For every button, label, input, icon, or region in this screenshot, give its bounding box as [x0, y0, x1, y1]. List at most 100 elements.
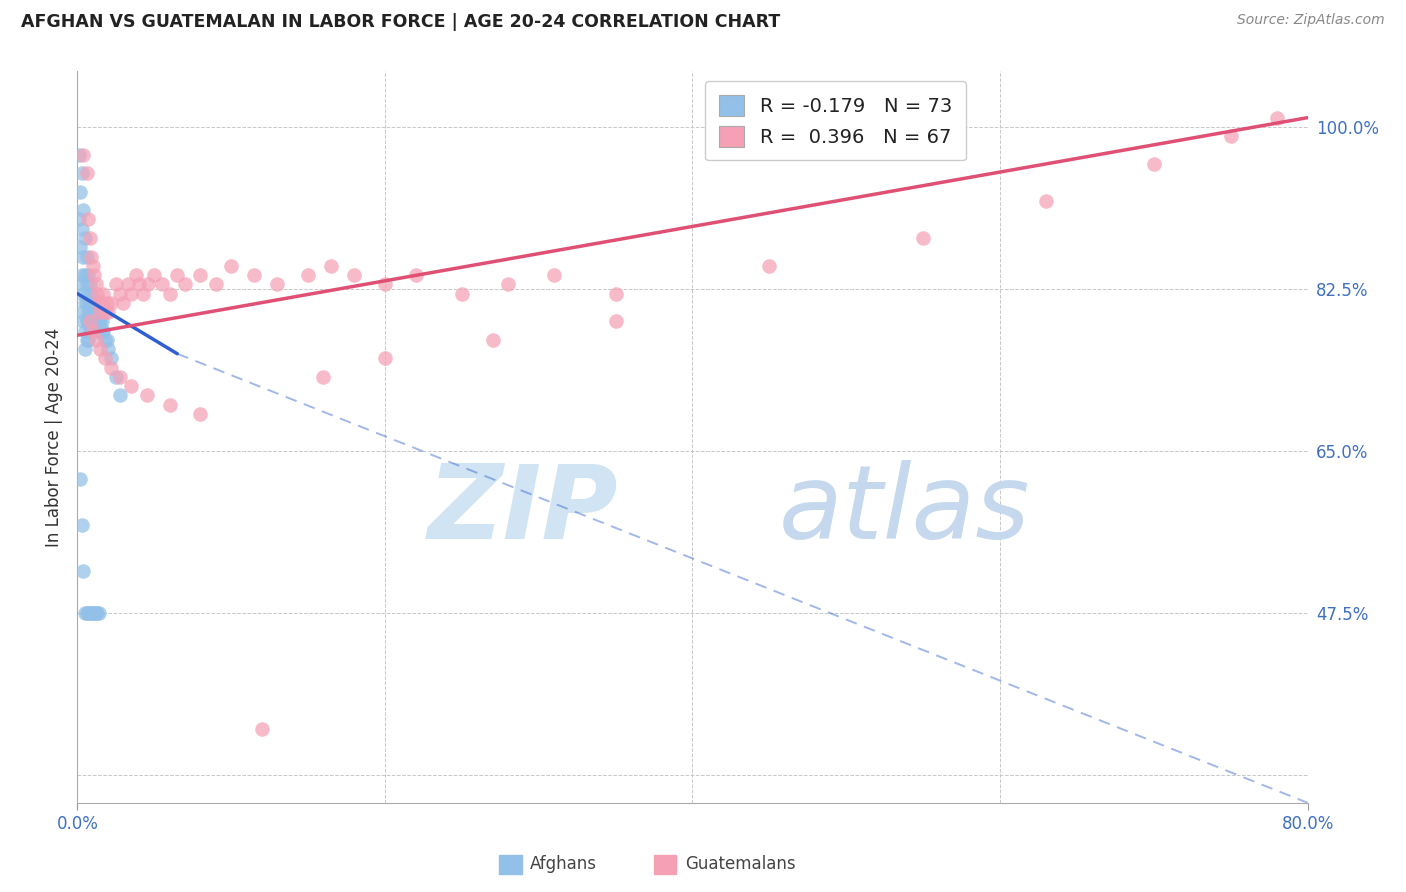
Text: AFGHAN VS GUATEMALAN IN LABOR FORCE | AGE 20-24 CORRELATION CHART: AFGHAN VS GUATEMALAN IN LABOR FORCE | AG…	[21, 13, 780, 31]
Point	[80, 250, 103, 264]
Point	[250, 722, 273, 736]
Point	[135, 388, 157, 402]
Point	[110, 370, 132, 384]
Point	[72, 314, 94, 328]
Point	[159, 398, 181, 412]
Point	[77, 314, 100, 328]
Text: Afghans: Afghans	[530, 855, 598, 873]
Point	[90, 314, 114, 328]
Point	[76, 333, 98, 347]
Point	[319, 259, 342, 273]
Point	[76, 277, 98, 292]
Point	[67, 147, 90, 161]
Point	[87, 314, 110, 328]
Point	[343, 268, 366, 282]
Point	[1035, 194, 1057, 208]
Point	[136, 277, 159, 292]
Text: Guatemalans: Guatemalans	[685, 855, 796, 873]
Point	[73, 324, 96, 338]
Point	[150, 277, 173, 292]
Point	[83, 324, 105, 338]
Point	[374, 351, 396, 366]
Point	[110, 388, 132, 402]
Point	[450, 286, 472, 301]
Point	[104, 277, 127, 292]
Point	[90, 324, 114, 338]
Point	[97, 342, 120, 356]
Point	[1265, 111, 1288, 125]
Point	[405, 268, 427, 282]
Point	[79, 314, 101, 328]
Point	[84, 606, 107, 620]
Point	[76, 606, 98, 620]
Point	[83, 606, 105, 620]
Point	[72, 203, 94, 218]
Point	[70, 221, 93, 235]
Point	[266, 277, 288, 292]
Point	[89, 324, 111, 338]
Point	[204, 277, 226, 292]
Point	[96, 295, 118, 310]
Text: Source: ZipAtlas.com: Source: ZipAtlas.com	[1237, 13, 1385, 28]
Point	[297, 268, 319, 282]
Point	[72, 565, 94, 579]
Point	[69, 472, 91, 486]
Point	[80, 314, 103, 328]
Point	[87, 324, 110, 338]
Point	[543, 268, 565, 282]
Point	[79, 324, 101, 338]
Point	[70, 166, 93, 180]
Point	[69, 185, 91, 199]
Point	[67, 212, 90, 227]
Point	[188, 268, 212, 282]
Point	[312, 370, 335, 384]
Point	[605, 286, 627, 301]
Point	[89, 305, 111, 319]
Point	[82, 314, 104, 328]
Point	[77, 606, 100, 620]
Point	[605, 314, 627, 328]
Point	[90, 295, 114, 310]
Point	[73, 295, 96, 310]
Y-axis label: In Labor Force | Age 20-24: In Labor Force | Age 20-24	[45, 327, 63, 547]
Point	[79, 231, 101, 245]
Point	[100, 295, 122, 310]
Point	[80, 295, 103, 310]
Point	[1143, 157, 1166, 171]
Point	[1219, 129, 1241, 144]
Point	[73, 342, 96, 356]
Legend: R = -0.179   N = 73, R =  0.396   N = 67: R = -0.179 N = 73, R = 0.396 N = 67	[706, 81, 966, 161]
Point	[104, 370, 127, 384]
Point	[117, 277, 139, 292]
Point	[243, 268, 266, 282]
Point	[73, 606, 96, 620]
Point	[82, 324, 104, 338]
Point	[87, 295, 110, 310]
Point	[159, 286, 181, 301]
Point	[120, 286, 142, 301]
Point	[73, 231, 96, 245]
Point	[100, 360, 122, 375]
Point	[86, 286, 108, 301]
Point	[89, 342, 111, 356]
Point	[93, 324, 115, 338]
Point	[93, 286, 115, 301]
Point	[94, 305, 117, 319]
Point	[83, 305, 105, 319]
Point	[70, 268, 93, 282]
Point	[84, 333, 107, 347]
Point	[80, 324, 103, 338]
Point	[86, 324, 108, 338]
Point	[82, 305, 104, 319]
Point	[82, 324, 104, 338]
Point	[143, 268, 166, 282]
Point	[96, 333, 118, 347]
Point	[112, 295, 135, 310]
Point	[77, 268, 100, 282]
Point	[70, 518, 93, 533]
Point	[86, 606, 108, 620]
Text: ZIP: ZIP	[427, 459, 619, 561]
Point	[125, 268, 148, 282]
Point	[82, 606, 104, 620]
Point	[83, 268, 105, 282]
